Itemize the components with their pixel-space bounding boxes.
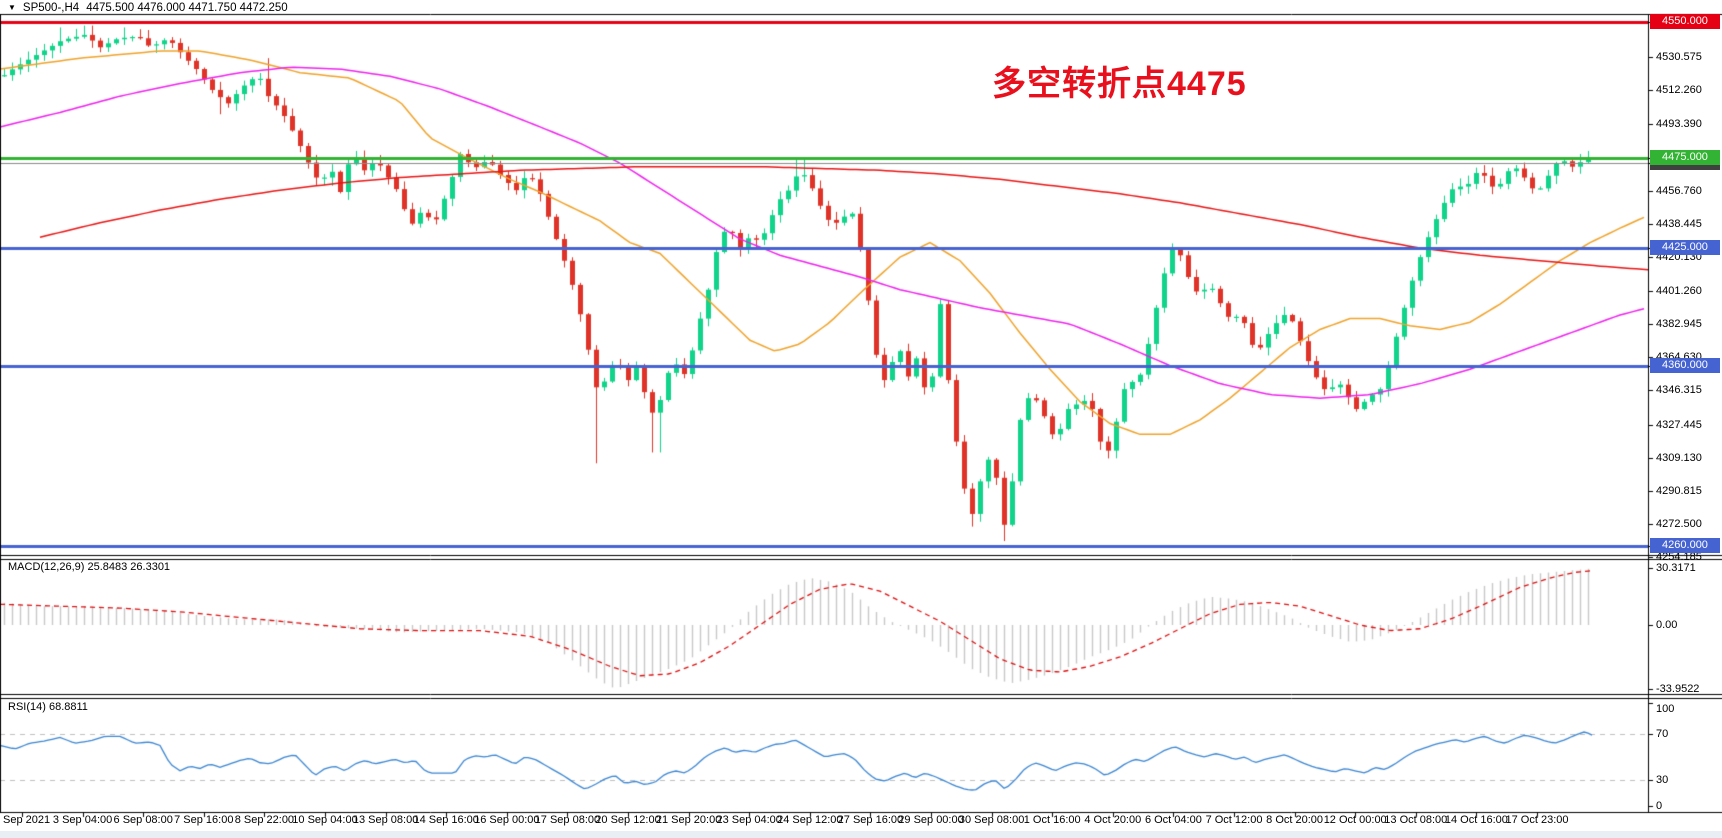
ohlc-quote-values: 4475.500 4476.000 4471.750 4472.250 xyxy=(86,1,288,14)
price-axis-label: 4493.390 xyxy=(1656,118,1702,130)
price-axis-label: 4327.445 xyxy=(1656,419,1702,431)
rsi-axis-label: 100 xyxy=(1656,703,1675,715)
time-axis-label: 23 Sep 04:00 xyxy=(716,814,782,826)
bottom-scroll-strip[interactable] xyxy=(0,831,1722,838)
time-axis-label: 24 Sep 12:00 xyxy=(777,814,843,826)
price-axis-label: 4290.815 xyxy=(1656,485,1702,497)
symbol-timeframe-label: SP500-,H4 xyxy=(22,1,80,14)
price-axis-label: 4512.260 xyxy=(1656,84,1702,96)
macd-axis-label: -33.9522 xyxy=(1656,683,1700,695)
price-badge[interactable]: 4550.000 xyxy=(1650,14,1720,29)
quote-header: ▼ SP500-,H4 4475.500 4476.000 4471.750 4… xyxy=(8,1,288,14)
macd-axis-label: 0.00 xyxy=(1656,619,1678,631)
time-axis-label: 16 Sep 00:00 xyxy=(474,814,540,826)
price-axis-label: 4309.130 xyxy=(1656,452,1702,464)
annotation-text[interactable]: 多空转折点4475 xyxy=(992,65,1247,103)
time-axis-label: 10 Sep 04:00 xyxy=(292,814,358,826)
price-axis-label: 4401.260 xyxy=(1656,285,1702,297)
time-axis-label: 17 Oct 23:00 xyxy=(1505,814,1569,826)
price-axis-label: 4530.575 xyxy=(1656,51,1702,63)
time-axis-label: 1 Sep 2021 xyxy=(0,814,51,826)
macd-indicator-label: MACD(12,26,9) 25.8483 26.3301 xyxy=(8,561,171,573)
price-axis-label: 4346.315 xyxy=(1656,384,1702,396)
price-axis-label: 4456.760 xyxy=(1656,185,1702,197)
price-axis-label: 4382.945 xyxy=(1656,318,1702,330)
price-axis-label: 4254.185 xyxy=(1656,551,1702,563)
time-axis-label: 7 Oct 12:00 xyxy=(1205,814,1263,826)
time-axis-label: 30 Sep 08:00 xyxy=(958,814,1025,826)
time-axis-label: 4 Oct 20:00 xyxy=(1084,814,1142,826)
time-axis-label: 27 Sep 16:00 xyxy=(837,814,904,826)
price-badge[interactable]: 4475.000 xyxy=(1650,150,1720,165)
time-axis-label: 7 Sep 16:00 xyxy=(174,814,234,826)
time-axis-label: 1 Oct 16:00 xyxy=(1023,814,1081,826)
time-axis-label: 29 Sep 00:00 xyxy=(898,814,964,826)
macd-axis-label: 30.3171 xyxy=(1656,562,1696,574)
time-axis-label: 14 Sep 16:00 xyxy=(413,814,479,826)
time-axis-label: 17 Sep 08:00 xyxy=(534,814,601,826)
time-axis-label: 14 Oct 16:00 xyxy=(1444,814,1508,826)
rsi-axis-label: 30 xyxy=(1656,774,1669,786)
time-axis-label: 6 Oct 04:00 xyxy=(1144,814,1202,826)
time-axis-label: 12 Oct 00:00 xyxy=(1323,814,1387,826)
time-axis-label: 8 Sep 22:00 xyxy=(234,814,295,826)
quote-dropdown-icon[interactable]: ▼ xyxy=(8,2,16,12)
time-axis-label: 3 Sep 04:00 xyxy=(52,814,113,826)
time-axis-label: 8 Oct 20:00 xyxy=(1266,814,1324,826)
time-axis-label: 13 Sep 08:00 xyxy=(352,814,419,826)
price-badge[interactable]: 4425.000 xyxy=(1650,240,1720,255)
rsi-axis-label: 0 xyxy=(1656,800,1663,812)
price-axis-label: 4272.500 xyxy=(1656,518,1702,530)
time-axis-label: 6 Sep 08:00 xyxy=(113,814,173,826)
time-axis-label: 13 Oct 08:00 xyxy=(1384,814,1448,826)
rsi-axis-label: 70 xyxy=(1656,728,1669,740)
time-axis-label: 20 Sep 12:00 xyxy=(595,814,661,826)
price-badge[interactable]: 4260.000 xyxy=(1650,538,1720,553)
price-axis-label: 4438.445 xyxy=(1656,218,1702,230)
rsi-indicator-label: RSI(14) 68.8811 xyxy=(8,701,88,713)
price-badge[interactable]: 4360.000 xyxy=(1650,358,1720,373)
time-axis-label: 21 Sep 20:00 xyxy=(655,814,722,826)
